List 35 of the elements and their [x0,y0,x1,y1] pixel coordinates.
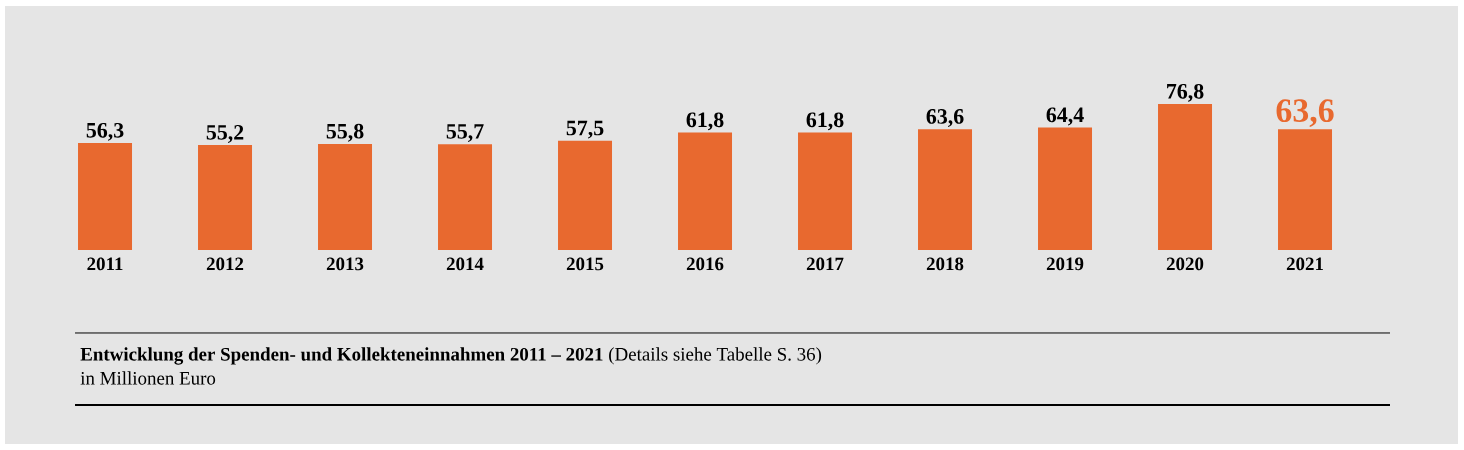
bar [918,129,973,250]
bar [1278,129,1333,250]
x-tick-label: 2018 [926,257,964,271]
data-label: 57,5 [566,120,604,139]
text: in Millionen Euro [80,371,216,385]
x-tick-label: 2011 [87,257,123,271]
bar [318,143,373,250]
x-tick-label: 2013 [326,257,364,271]
x-tick-label: 2012 [206,257,244,271]
bar [198,145,253,250]
data-label: 55,2 [206,124,244,143]
text: Entwicklung der Spenden- und Kollekteneinnahmen 2011 – 2021 (Details siehe Tabelle S. 36) [80,347,822,365]
x-tick-label: 2014 [446,257,484,271]
x-tick-label: 2020 [1166,257,1204,271]
bar [558,140,613,250]
data-label: 61,8 [806,112,844,131]
data-label: 56,3 [86,122,124,141]
data-label: 61,8 [686,112,724,131]
data-label: 63,6 [1276,99,1334,127]
data-label: 55,8 [326,123,364,142]
bar [1158,104,1213,250]
bar [1038,127,1093,250]
data-label: 64,4 [1046,107,1084,126]
data-label: 55,7 [446,124,484,142]
bar [678,132,733,250]
x-tick-label: 2021 [1286,257,1323,271]
data-label: 76,8 [1167,83,1204,102]
bar [78,143,133,250]
data-label: 63,6 [926,109,964,127]
x-tick-label: 2015 [566,257,604,271]
x-tick-label: 2017 [806,257,844,271]
bar [438,144,493,250]
x-tick-label: 2016 [686,257,724,271]
bar [798,132,853,250]
x-tick-label: 2019 [1046,257,1084,271]
